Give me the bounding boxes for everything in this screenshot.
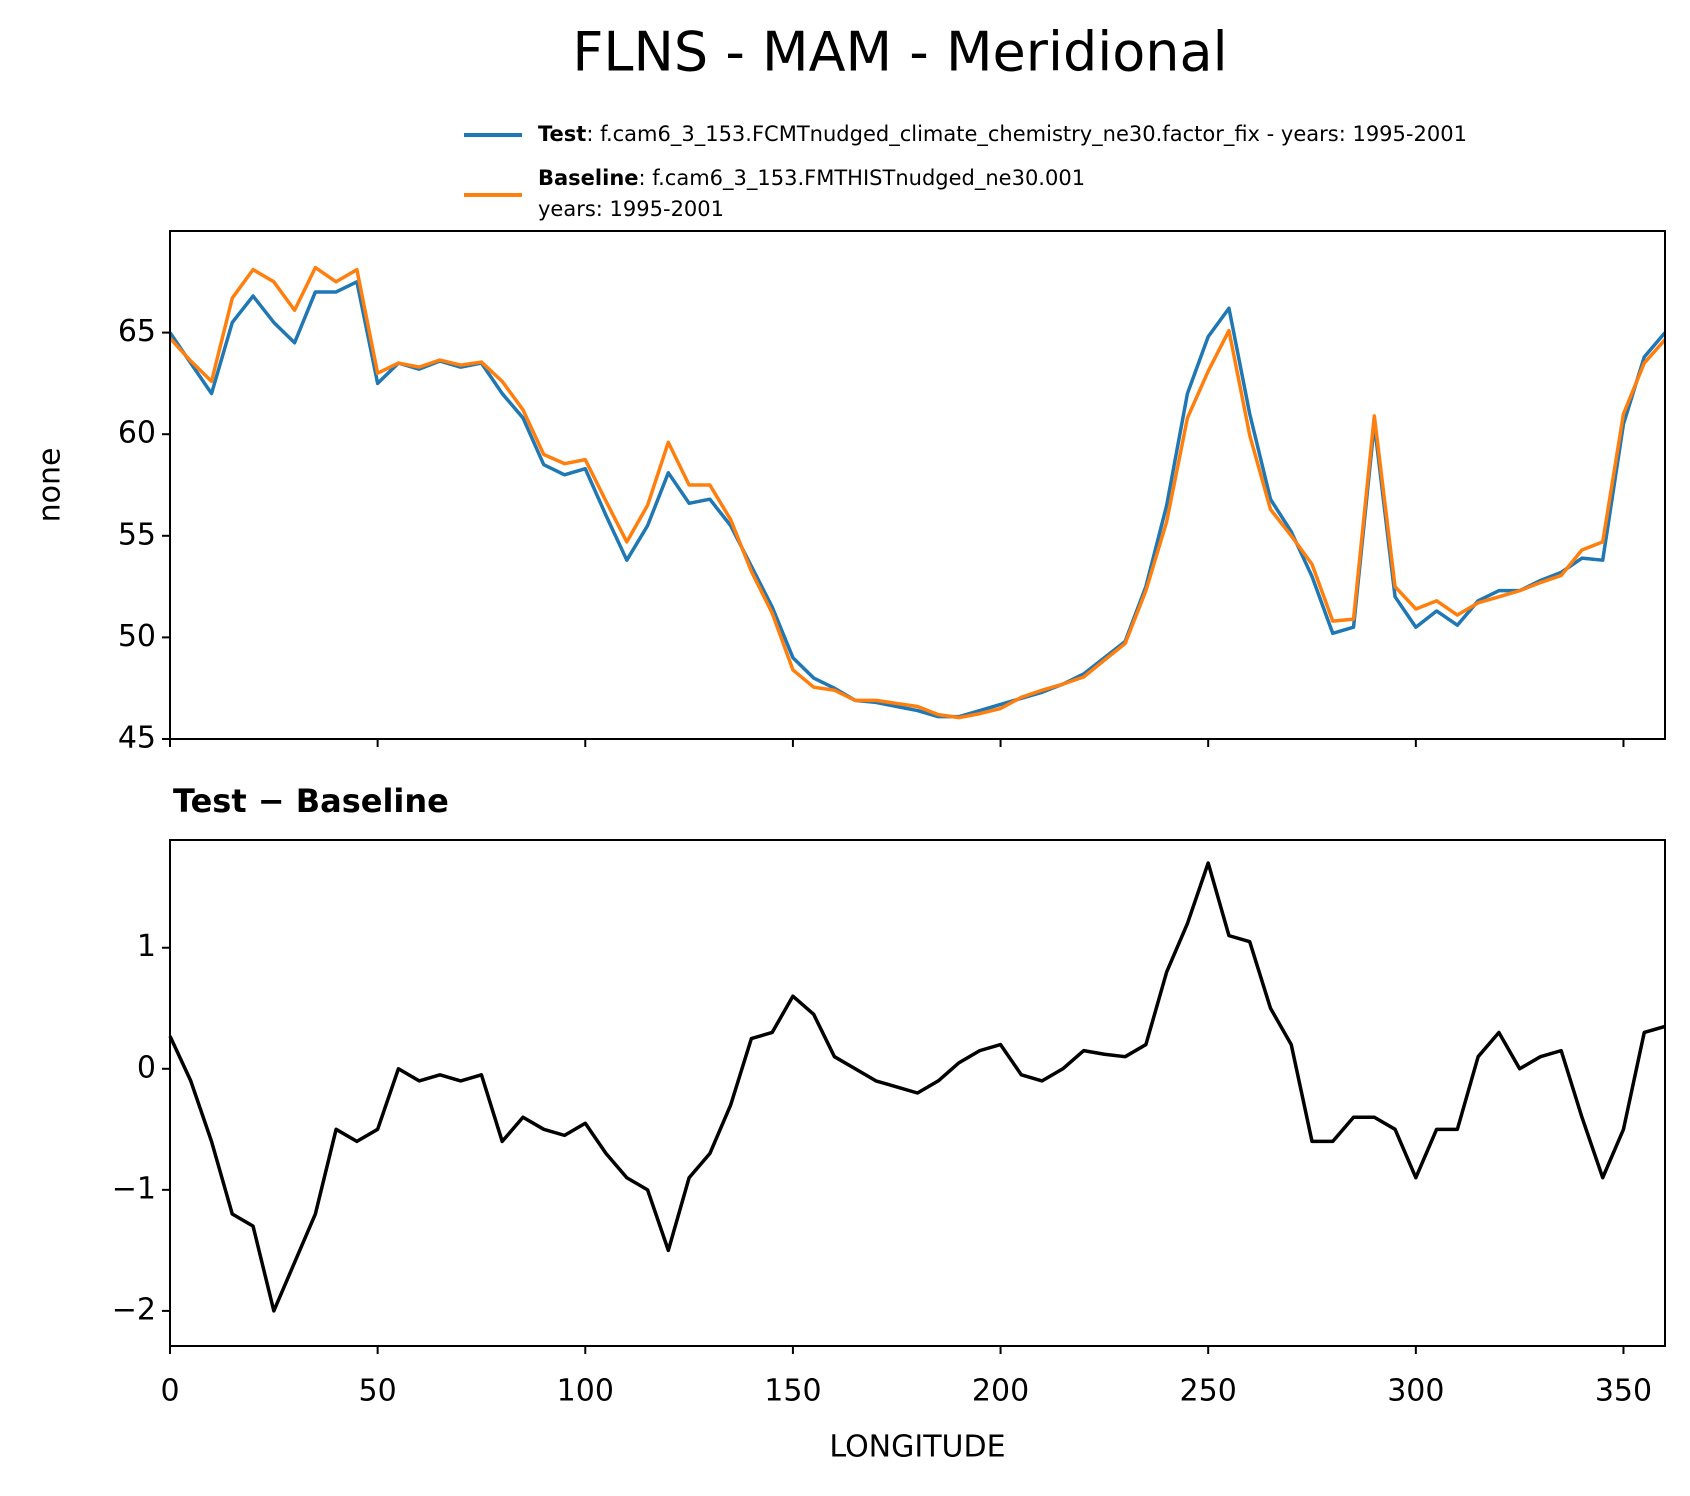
y-tick-label: 1 — [137, 929, 156, 964]
panel-title: Test − Baseline — [173, 782, 449, 820]
data-line — [168, 265, 1667, 720]
x-tick-label: 250 — [1180, 1374, 1237, 1409]
y-tick-label: −2 — [112, 1292, 156, 1327]
chart-title: FLNS - MAM - Meridional — [572, 21, 1227, 84]
x-tick-label: 150 — [764, 1374, 821, 1409]
x-tick-label: 100 — [557, 1374, 614, 1409]
y-tick-label: 55 — [118, 517, 156, 552]
x-tick-label: 350 — [1595, 1374, 1652, 1409]
y-axis-label: none — [33, 448, 68, 523]
y-tick-label: 50 — [118, 619, 156, 654]
x-tick-label: 0 — [160, 1374, 179, 1409]
legend-description: years: 1995-2001 — [538, 197, 724, 221]
legend-name: Baseline — [538, 166, 639, 190]
data-line — [168, 861, 1666, 1313]
x-axis-label: LONGITUDE — [829, 1430, 1005, 1465]
plot-frame — [169, 230, 1666, 740]
x-tick-label: 200 — [972, 1374, 1029, 1409]
data-line — [168, 280, 1667, 719]
y-tick-label: 0 — [137, 1050, 156, 1085]
x-tick-label: 50 — [359, 1374, 397, 1409]
y-tick-label: 60 — [118, 416, 156, 451]
legend-name: Test — [538, 122, 586, 146]
legend-label: Baseline: f.cam6_3_153.FMTHISTnudged_ne3… — [538, 166, 1085, 191]
plot-frame — [169, 839, 1666, 1347]
y-tick-label: 65 — [118, 314, 156, 349]
legend-label: Test: f.cam6_3_153.FCMTnudged_climate_ch… — [538, 122, 1467, 147]
legend-description: : f.cam6_3_153.FCMTnudged_climate_chemis… — [586, 122, 1467, 147]
legend-label: years: 1995-2001 — [538, 197, 724, 221]
legend-description: : f.cam6_3_153.FMTHISTnudged_ne30.001 — [639, 166, 1086, 191]
x-tick-label: 300 — [1387, 1374, 1444, 1409]
y-tick-label: −1 — [112, 1171, 156, 1206]
y-tick-label: 45 — [118, 721, 156, 756]
